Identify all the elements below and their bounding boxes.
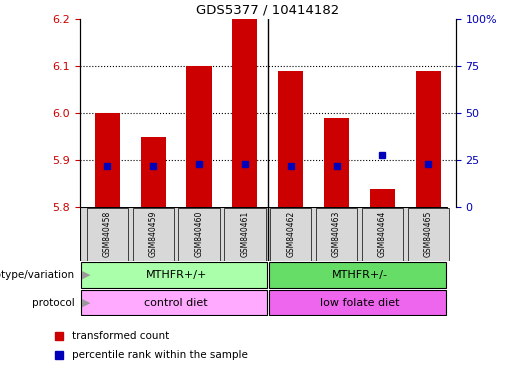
FancyBboxPatch shape (132, 208, 174, 261)
FancyBboxPatch shape (408, 208, 449, 261)
FancyBboxPatch shape (178, 208, 220, 261)
Bar (324, 118, 349, 207)
FancyBboxPatch shape (81, 290, 267, 315)
FancyBboxPatch shape (80, 207, 447, 261)
FancyBboxPatch shape (269, 262, 445, 288)
FancyBboxPatch shape (316, 208, 357, 261)
Bar (95, 113, 120, 207)
Text: MTHFR+/+: MTHFR+/+ (145, 270, 207, 280)
Bar (141, 137, 166, 207)
Text: control diet: control diet (144, 298, 208, 308)
Text: GSM840463: GSM840463 (332, 211, 341, 257)
Bar (232, 19, 258, 207)
Text: ▶: ▶ (82, 270, 91, 280)
Text: GSM840461: GSM840461 (241, 211, 249, 257)
Text: MTHFR+/-: MTHFR+/- (332, 270, 387, 280)
Text: GSM840459: GSM840459 (149, 211, 158, 257)
Text: ▶: ▶ (82, 298, 91, 308)
FancyBboxPatch shape (362, 208, 403, 261)
Text: GSM840464: GSM840464 (378, 211, 387, 257)
Bar (416, 71, 441, 207)
FancyBboxPatch shape (81, 262, 267, 288)
Text: percentile rank within the sample: percentile rank within the sample (72, 350, 248, 360)
Text: protocol: protocol (32, 298, 75, 308)
FancyBboxPatch shape (87, 208, 128, 261)
Text: GSM840465: GSM840465 (424, 211, 433, 257)
FancyBboxPatch shape (269, 290, 445, 315)
Bar (278, 71, 303, 207)
Text: low folate diet: low folate diet (320, 298, 399, 308)
Text: GSM840458: GSM840458 (103, 211, 112, 257)
Title: GDS5377 / 10414182: GDS5377 / 10414182 (196, 3, 339, 17)
Bar (370, 189, 395, 207)
Text: genotype/variation: genotype/variation (0, 270, 75, 280)
FancyBboxPatch shape (270, 208, 312, 261)
Text: transformed count: transformed count (72, 331, 169, 341)
Text: GSM840460: GSM840460 (195, 211, 203, 257)
FancyBboxPatch shape (224, 208, 266, 261)
Text: GSM840462: GSM840462 (286, 211, 295, 257)
Bar (186, 66, 212, 207)
